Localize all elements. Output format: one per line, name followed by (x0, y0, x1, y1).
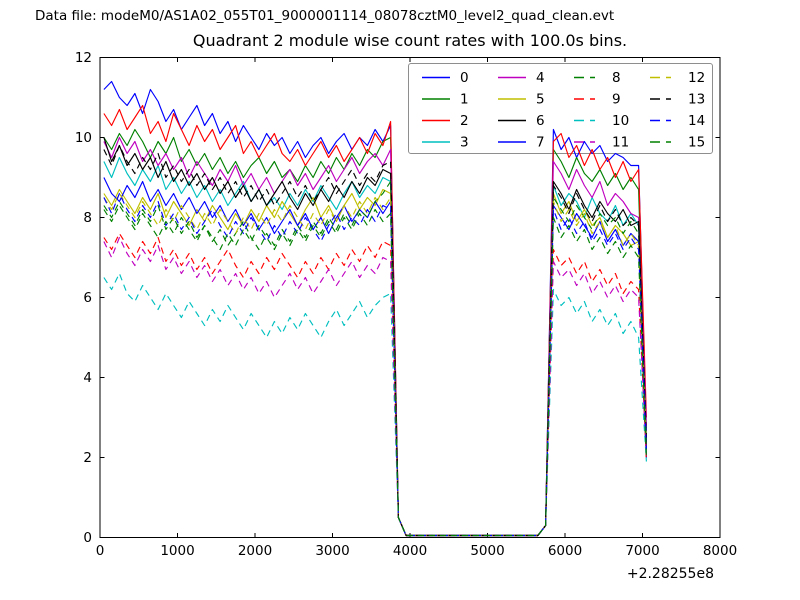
legend-entry: 11 (574, 135, 629, 151)
legend-entry-label: 7 (536, 135, 545, 151)
series-line-4 (103, 136, 647, 537)
y-tick-label: 8 (83, 210, 92, 226)
chart-title: Quadrant 2 module wise count rates with … (192, 31, 628, 50)
series-line-10 (103, 272, 647, 537)
y-tick-label: 4 (83, 370, 92, 386)
x-tick-label: 6000 (548, 543, 582, 559)
legend-entry: 3 (422, 135, 469, 151)
series-line-13 (103, 144, 647, 537)
x-tick-label: 3000 (315, 543, 349, 559)
series-line-2 (103, 104, 647, 537)
series-line-1 (103, 128, 647, 537)
legend-entry-label: 1 (460, 92, 469, 108)
y-tick-label: 0 (83, 530, 92, 546)
x-tick-label: 8000 (703, 543, 737, 559)
series-line-11 (103, 236, 647, 537)
series-line-0 (103, 80, 647, 537)
legend-entry: 6 (498, 113, 545, 129)
legend-entry-label: 15 (688, 135, 705, 151)
legend-entry: 12 (650, 70, 705, 86)
x-tick-label: 0 (96, 543, 105, 559)
legend-frame (408, 63, 713, 154)
x-tick-label: 4000 (393, 543, 427, 559)
series-line-14 (103, 192, 647, 537)
legend-entry: 2 (422, 113, 469, 129)
legend-entry-label: 9 (612, 92, 621, 108)
series-line-5 (103, 188, 647, 537)
series-line-15 (103, 204, 647, 537)
legend-entry-label: 13 (688, 92, 705, 108)
series-line-3 (103, 156, 647, 537)
series-group (103, 80, 647, 537)
legend-entry-label: 2 (460, 113, 469, 129)
legend-entry-label: 8 (612, 70, 621, 86)
y-tick-label: 12 (75, 50, 92, 66)
legend-entry: 10 (574, 113, 629, 129)
legend-entry: 8 (574, 70, 621, 86)
series-line-8 (103, 180, 647, 537)
legend-entry: 15 (650, 135, 705, 151)
x-tick-label: 5000 (470, 543, 504, 559)
y-tick-label: 2 (83, 450, 92, 466)
legend-entry: 13 (650, 92, 705, 108)
axes-group: 0 1000 2000 3000 4000 5000 6000 7000 80000246810… (75, 50, 737, 582)
y-tick-label: 10 (75, 130, 92, 146)
legend-entry: 5 (498, 92, 545, 108)
legend-entry-label: 14 (688, 113, 705, 129)
legend-entry: 0 (422, 70, 469, 86)
legend-entry: 9 (574, 92, 621, 108)
legend-entry: 7 (498, 135, 545, 151)
series-line-6 (103, 137, 647, 537)
legend-entry-label: 3 (460, 135, 469, 151)
legend-entry-label: 6 (536, 113, 545, 129)
x-tick-label: 1000 (160, 543, 194, 559)
legend-entry-label: 11 (612, 135, 629, 151)
legend-entry-label: 12 (688, 70, 705, 86)
data-file-label: Data file: modeM0/AS1A02_055T01_90000011… (35, 8, 615, 24)
series-line-7 (103, 177, 647, 537)
x-tick-label: 2000 (238, 543, 272, 559)
series-line-12 (103, 192, 647, 537)
series-line-9 (103, 232, 647, 537)
legend-entry-label: 10 (612, 113, 629, 129)
legend-entry-label: 4 (536, 70, 545, 86)
x-axis-offset-label: +2.28255e8 (627, 566, 714, 582)
legend-entry-label: 0 (460, 70, 469, 86)
legend-entry-label: 5 (536, 92, 545, 108)
x-tick-label: 7000 (625, 543, 659, 559)
legend-entry: 4 (498, 70, 545, 86)
legend-entry: 1 (422, 92, 469, 108)
legend-entry: 14 (650, 113, 705, 129)
y-tick-label: 6 (83, 290, 92, 306)
